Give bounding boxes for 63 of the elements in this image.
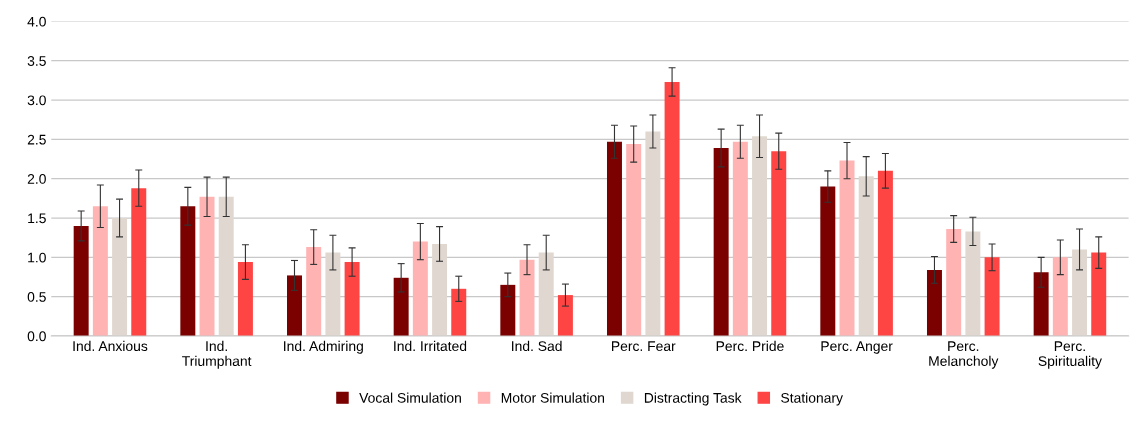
legend-label: Motor Simulation <box>501 392 605 403</box>
x-tick-label: Ind. Irritated <box>394 340 467 352</box>
bar <box>131 188 147 336</box>
x-tick-label: Ind. Admiring <box>284 340 363 354</box>
bar <box>771 151 787 336</box>
bar <box>645 131 661 336</box>
y-tick-label: 3.0 <box>27 95 46 106</box>
bar <box>73 225 89 336</box>
bar <box>218 196 234 336</box>
bar <box>519 259 535 336</box>
bar <box>820 186 836 336</box>
legend-label: Vocal Simulation <box>359 392 461 403</box>
bar <box>451 288 467 336</box>
bar <box>393 277 409 336</box>
bar <box>325 252 341 336</box>
bar <box>287 275 302 336</box>
bar <box>306 247 322 336</box>
x-tick-label: Perc. Pride <box>716 340 784 352</box>
bar <box>858 176 874 336</box>
x-tick-label: Perc. Fear <box>612 341 676 352</box>
bar <box>432 243 448 336</box>
y-tick-label: 3.5 <box>27 56 46 66</box>
bar <box>626 144 642 336</box>
bar <box>1033 272 1049 336</box>
y-tick-label: 2.0 <box>27 174 46 184</box>
bar <box>112 218 128 336</box>
y-tick-label: 0.0 <box>27 331 46 342</box>
bar <box>839 160 855 336</box>
bar <box>984 257 1000 336</box>
legend-label: Distracting Task <box>644 392 742 406</box>
bar <box>237 262 253 336</box>
bar <box>752 136 768 336</box>
y-tick-label: 4.0 <box>27 16 46 27</box>
x-tick-label: Perc. Melancholy <box>929 341 999 369</box>
x-tick-label: Ind. Sad <box>512 340 562 352</box>
bar <box>500 284 516 336</box>
legend-label: Stationary <box>781 392 843 406</box>
x-tick-label: Ind. Triumphant <box>182 340 252 369</box>
bar <box>1091 252 1107 336</box>
y-tick-label: 2.5 <box>27 134 46 145</box>
bar <box>713 148 729 336</box>
x-tick-label: Perc. Anger <box>821 341 893 354</box>
y-tick-label: 1.5 <box>28 213 46 224</box>
bar <box>344 262 360 336</box>
bar <box>557 295 573 336</box>
y-tick-label: 0.5 <box>27 291 46 302</box>
x-tick-label: Perc. Spirituality <box>1038 341 1102 369</box>
bar <box>606 141 622 336</box>
y-tick-label: 1.0 <box>28 252 46 263</box>
bar <box>664 81 680 336</box>
bar <box>732 141 748 336</box>
bar <box>1072 249 1088 336</box>
bar <box>538 252 554 336</box>
bar <box>412 241 428 336</box>
bar <box>199 196 215 336</box>
bar <box>965 231 981 336</box>
bar <box>926 269 942 336</box>
bar <box>946 229 962 336</box>
x-tick-label: Ind. Anxious <box>73 340 148 352</box>
bar <box>92 206 108 336</box>
bar <box>180 206 196 336</box>
bar <box>877 170 893 336</box>
bar <box>1052 257 1068 336</box>
